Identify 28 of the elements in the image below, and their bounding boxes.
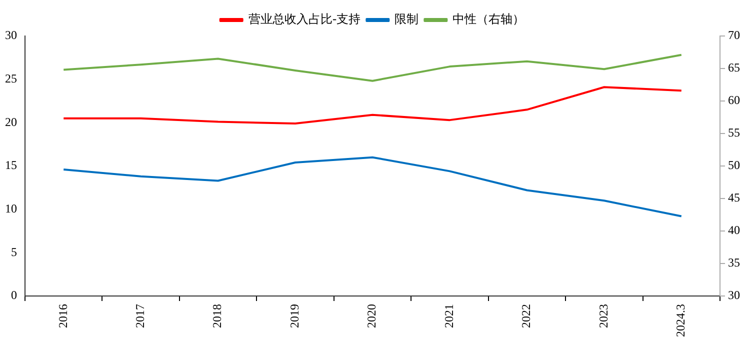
x-tick-label: 2020 — [364, 304, 379, 328]
y-tick-label: 10 — [5, 201, 17, 216]
x-tick-label: 2023 — [596, 304, 610, 328]
y2-tick-label: 65 — [728, 60, 740, 75]
x-tick-label: 2017 — [132, 304, 147, 328]
legend-label: 中性（右轴） — [452, 12, 525, 26]
y-tick-label: 25 — [5, 71, 17, 86]
x-tick-label: 2018 — [210, 304, 224, 328]
y2-tick-label: 60 — [728, 93, 740, 108]
y-tick-label: 5 — [11, 244, 17, 259]
legend-label: 限制 — [394, 12, 419, 26]
y2-tick-label: 40 — [728, 223, 740, 238]
x-tick-label: 2021 — [442, 304, 456, 328]
y2-tick-label: 30 — [728, 288, 740, 302]
x-tick-label: 2019 — [287, 304, 302, 328]
y-tick-label: 15 — [5, 158, 17, 172]
y2-tick-label: 50 — [728, 158, 740, 172]
y-tick-label: 0 — [11, 288, 17, 302]
legend-label: 营业总收入占比-支持 — [248, 12, 361, 26]
x-tick-label: 2016 — [56, 304, 70, 328]
x-tick-label: 2024.3 — [674, 304, 688, 337]
y-tick-label: 30 — [5, 28, 17, 42]
y2-tick-label: 55 — [728, 126, 740, 140]
y2-tick-label: 70 — [728, 28, 740, 42]
y-tick-label: 20 — [5, 114, 17, 129]
y2-tick-label: 35 — [728, 256, 740, 270]
x-tick-label: 2022 — [519, 304, 534, 328]
y2-tick-label: 45 — [728, 190, 740, 205]
